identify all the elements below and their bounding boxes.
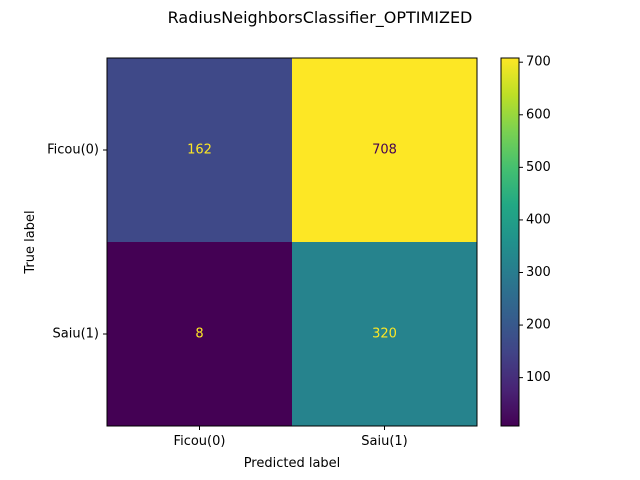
cell-value-r0-c0: 162	[187, 143, 212, 158]
x-axis-label: Predicted label	[244, 456, 341, 471]
y-tick-label-1: Saiu(1)	[53, 327, 99, 342]
heatmap-cells	[107, 58, 478, 427]
heatmap-cell-r1-c1	[292, 242, 478, 427]
cell-value-r1-c0: 8	[195, 327, 203, 342]
colorbar-tick-label-6: 700	[526, 55, 551, 70]
colorbar-tick-label-4: 500	[526, 160, 551, 175]
heatmap-cell-labels: 162 708 8 320	[187, 143, 397, 342]
plot-frame	[106, 57, 478, 427]
colorbar-tick-label-2: 300	[526, 265, 551, 280]
x-axis-ticks: Ficou(0) Saiu(1)	[174, 426, 408, 449]
heatmap-cell-r0-c0	[107, 58, 293, 243]
colorbar-tick-label-0: 100	[526, 370, 551, 385]
heatmap-cell-r1-c0	[107, 242, 293, 427]
x-tick-label-0: Ficou(0)	[174, 434, 226, 449]
heatmap-cell-r0-c1	[292, 58, 478, 243]
colorbar-tick-label-1: 200	[526, 318, 551, 333]
colorbar-tick-label-5: 600	[526, 107, 551, 122]
cell-value-r1-c1: 320	[372, 327, 397, 342]
chart-title: RadiusNeighborsClassifier_OPTIMIZED	[168, 8, 473, 28]
colorbar-tick-label-3: 400	[526, 212, 551, 227]
colorbar-ticks: 100 200 300 400 500 600 700	[519, 55, 551, 385]
colorbar	[501, 58, 519, 426]
cell-value-r0-c1: 708	[372, 143, 397, 158]
y-axis-label: True label	[23, 210, 38, 274]
x-tick-label-1: Saiu(1)	[361, 434, 407, 449]
y-tick-label-0: Ficou(0)	[47, 143, 99, 158]
colorbar-frame	[500, 57, 520, 427]
y-axis-ticks: Ficou(0) Saiu(1)	[47, 143, 107, 342]
